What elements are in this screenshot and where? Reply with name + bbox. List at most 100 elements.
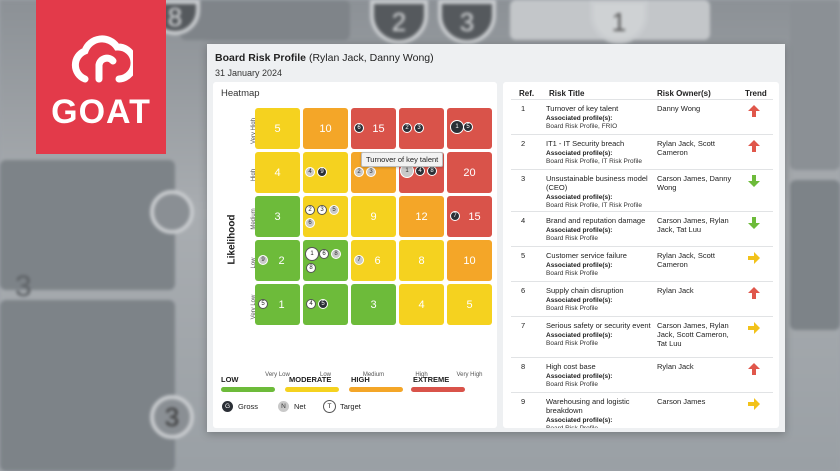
risk-marker[interactable]: 4 — [305, 167, 315, 177]
risk-title[interactable]: Customer service failure — [546, 251, 627, 260]
bg-number — [150, 190, 194, 234]
risk-ref: 3 — [521, 174, 526, 183]
table-row[interactable]: 8 High cost base Associated profile(s): Boa… — [511, 357, 773, 392]
risk-owners: Carson James, Rylan Jack, Tat Luu — [657, 216, 729, 234]
report-date: 31 January 2024 — [215, 68, 283, 78]
risk-marker[interactable]: 4 — [415, 166, 425, 176]
risk-marker[interactable]: 5 — [258, 299, 268, 309]
risk-title[interactable]: Supply chain disruption — [546, 286, 624, 295]
risk-marker[interactable]: 3 — [414, 123, 424, 133]
risk-marker[interactable]: 3 — [366, 167, 376, 177]
risk-title[interactable]: Warehousing and logistic breakdown — [546, 397, 630, 415]
risk-title-cell[interactable]: High cost base Associated profile(s): Boar… — [546, 362, 656, 389]
associated-profiles-value: Board Risk Profile — [546, 340, 599, 347]
risk-title[interactable]: Serious safety or security event — [546, 321, 651, 330]
heatmap-cell[interactable]: 4 — [399, 284, 444, 325]
risk-marker[interactable]: 2 — [402, 123, 412, 133]
trend-down-arrow-icon — [748, 175, 760, 187]
table-row[interactable]: 7 Serious safety or security event Associa… — [511, 316, 773, 357]
risk-marker[interactable]: 8 — [427, 166, 437, 176]
trend-up-arrow-icon — [748, 363, 760, 375]
risk-title-cell[interactable]: Supply chain disruption Associated profil… — [546, 286, 656, 313]
heatmap-cell[interactable]: 6 15 — [351, 108, 396, 149]
risk-marker[interactable]: 1 — [305, 247, 319, 261]
risk-title[interactable]: Turnover of key talent — [546, 104, 619, 113]
heatmap-cell[interactable]: 9 2 — [255, 240, 300, 281]
heatmap-cell[interactable]: 5 — [255, 108, 300, 149]
table-row[interactable]: 9 Warehousing and logistic breakdown Assoc… — [511, 392, 773, 428]
risk-marker[interactable]: 8 — [331, 249, 341, 259]
heatmap-cell[interactable]: 5 — [447, 284, 492, 325]
risk-title[interactable]: IT1 - IT Security breach — [546, 139, 625, 148]
risk-title[interactable]: High cost base — [546, 362, 596, 371]
risk-owners: Rylan Jack — [657, 362, 694, 371]
table-row[interactable]: 6 Supply chain disruption Associated profi… — [511, 281, 773, 316]
risk-title-cell[interactable]: Brand and reputation damage Associated pr… — [546, 216, 656, 243]
heatmap-cell[interactable]: 10 — [303, 108, 348, 149]
heatmap-cell[interactable]: 9 — [351, 196, 396, 237]
heatmap-cell[interactable]: 8 — [399, 240, 444, 281]
risk-marker[interactable]: 1 — [450, 120, 464, 134]
risk-title-cell[interactable]: Warehousing and logistic breakdown Associ… — [546, 397, 656, 428]
heatmap-cell[interactable]: 1 5 — [447, 108, 492, 149]
table-row[interactable]: 4 Brand and reputation damage Associated p… — [511, 211, 773, 246]
heatmap-cell[interactable]: 4 — [255, 152, 300, 193]
col-label: Medium — [362, 372, 385, 378]
trend-down-arrow-icon — [748, 217, 760, 229]
table-row[interactable]: 1 Turnover of key talent Associated profil… — [511, 99, 773, 134]
risk-marker[interactable]: 4 — [306, 299, 316, 309]
risk-marker[interactable]: 9 — [317, 167, 327, 177]
risk-title-cell[interactable]: Serious safety or security event Associat… — [546, 321, 656, 348]
risk-title-cell[interactable]: Turnover of key talent Associated profile… — [546, 104, 656, 131]
col-label: Very Low — [265, 372, 290, 378]
col-label: High — [415, 372, 428, 378]
risk-marker[interactable]: 7 — [450, 211, 460, 221]
heatmap-cell[interactable]: 7 15 — [447, 196, 492, 237]
col-label: Low — [319, 372, 331, 378]
col-header-ref: Ref. — [519, 89, 535, 98]
risk-title-cell[interactable]: Unsustainable business model (CEO) Associ… — [546, 174, 656, 210]
heatmap-cell[interactable]: 12 — [399, 196, 444, 237]
risk-title-cell[interactable]: Customer service failure Associated profi… — [546, 251, 656, 278]
heatmap-cell[interactable]: 10 — [447, 240, 492, 281]
associated-profiles-label: Associated profile(s): — [546, 297, 613, 304]
heatmap-cell[interactable]: 3 — [255, 196, 300, 237]
table-row[interactable]: 2 IT1 - IT Security breach Associated prof… — [511, 134, 773, 169]
heatmap-cell[interactable]: 2 3 5 6 — [303, 196, 348, 237]
target-marker-icon: T — [323, 400, 336, 413]
heatmap-cell[interactable]: 5 1 — [255, 284, 300, 325]
risk-marker[interactable]: 2 — [354, 167, 364, 177]
heatmap-cell[interactable]: 7 6 — [351, 240, 396, 281]
risk-marker[interactable]: 6 — [319, 249, 329, 259]
logo-text: GOAT — [51, 92, 151, 131]
risk-marker[interactable]: 7 — [354, 255, 364, 265]
report-title: Board Risk Profile (Rylan Jack, Danny Wo… — [215, 52, 434, 64]
risk-owners: Rylan Jack, Scott Cameron — [657, 139, 715, 157]
heatmap-cell[interactable]: 4 9 — [303, 152, 348, 193]
associated-profiles-value: Board Risk Profile — [546, 270, 599, 277]
heatmap-cell[interactable]: 4 5 — [303, 284, 348, 325]
risk-marker[interactable]: 5 — [463, 122, 473, 132]
heatmap-cell[interactable]: 2 3 — [399, 108, 444, 149]
risk-owners: Carson James, Danny Wong — [657, 174, 732, 192]
associated-profiles-label: Associated profile(s): — [546, 417, 613, 424]
heatmap-cell[interactable]: 3 — [351, 284, 396, 325]
risk-marker[interactable]: 6 — [354, 123, 364, 133]
risk-title[interactable]: Brand and reputation damage — [546, 216, 646, 225]
risk-title[interactable]: Unsustainable business model (CEO) — [546, 174, 648, 192]
risk-marker[interactable]: 9 — [258, 255, 268, 265]
level-label: EXTREME — [413, 375, 450, 384]
risk-marker[interactable]: 3 — [317, 205, 327, 215]
heatmap-cell[interactable]: 1 6 8 8 — [303, 240, 348, 281]
risk-marker[interactable]: 6 — [305, 218, 315, 228]
table-row[interactable]: 5 Customer service failure Associated prof… — [511, 246, 773, 281]
risk-marker[interactable]: 2 — [305, 205, 315, 215]
risk-marker[interactable]: 5 — [329, 205, 339, 215]
table-row[interactable]: 3 Unsustainable business model (CEO) Assoc… — [511, 169, 773, 211]
legend-net: N Net — [277, 400, 306, 413]
risk-marker[interactable]: 5 — [318, 299, 328, 309]
risk-title-cell[interactable]: IT1 - IT Security breach Associated profi… — [546, 139, 656, 166]
risk-marker[interactable]: 8 — [306, 263, 316, 273]
level-bar-low — [221, 387, 275, 392]
heatmap-cell[interactable]: 20 — [447, 152, 492, 193]
